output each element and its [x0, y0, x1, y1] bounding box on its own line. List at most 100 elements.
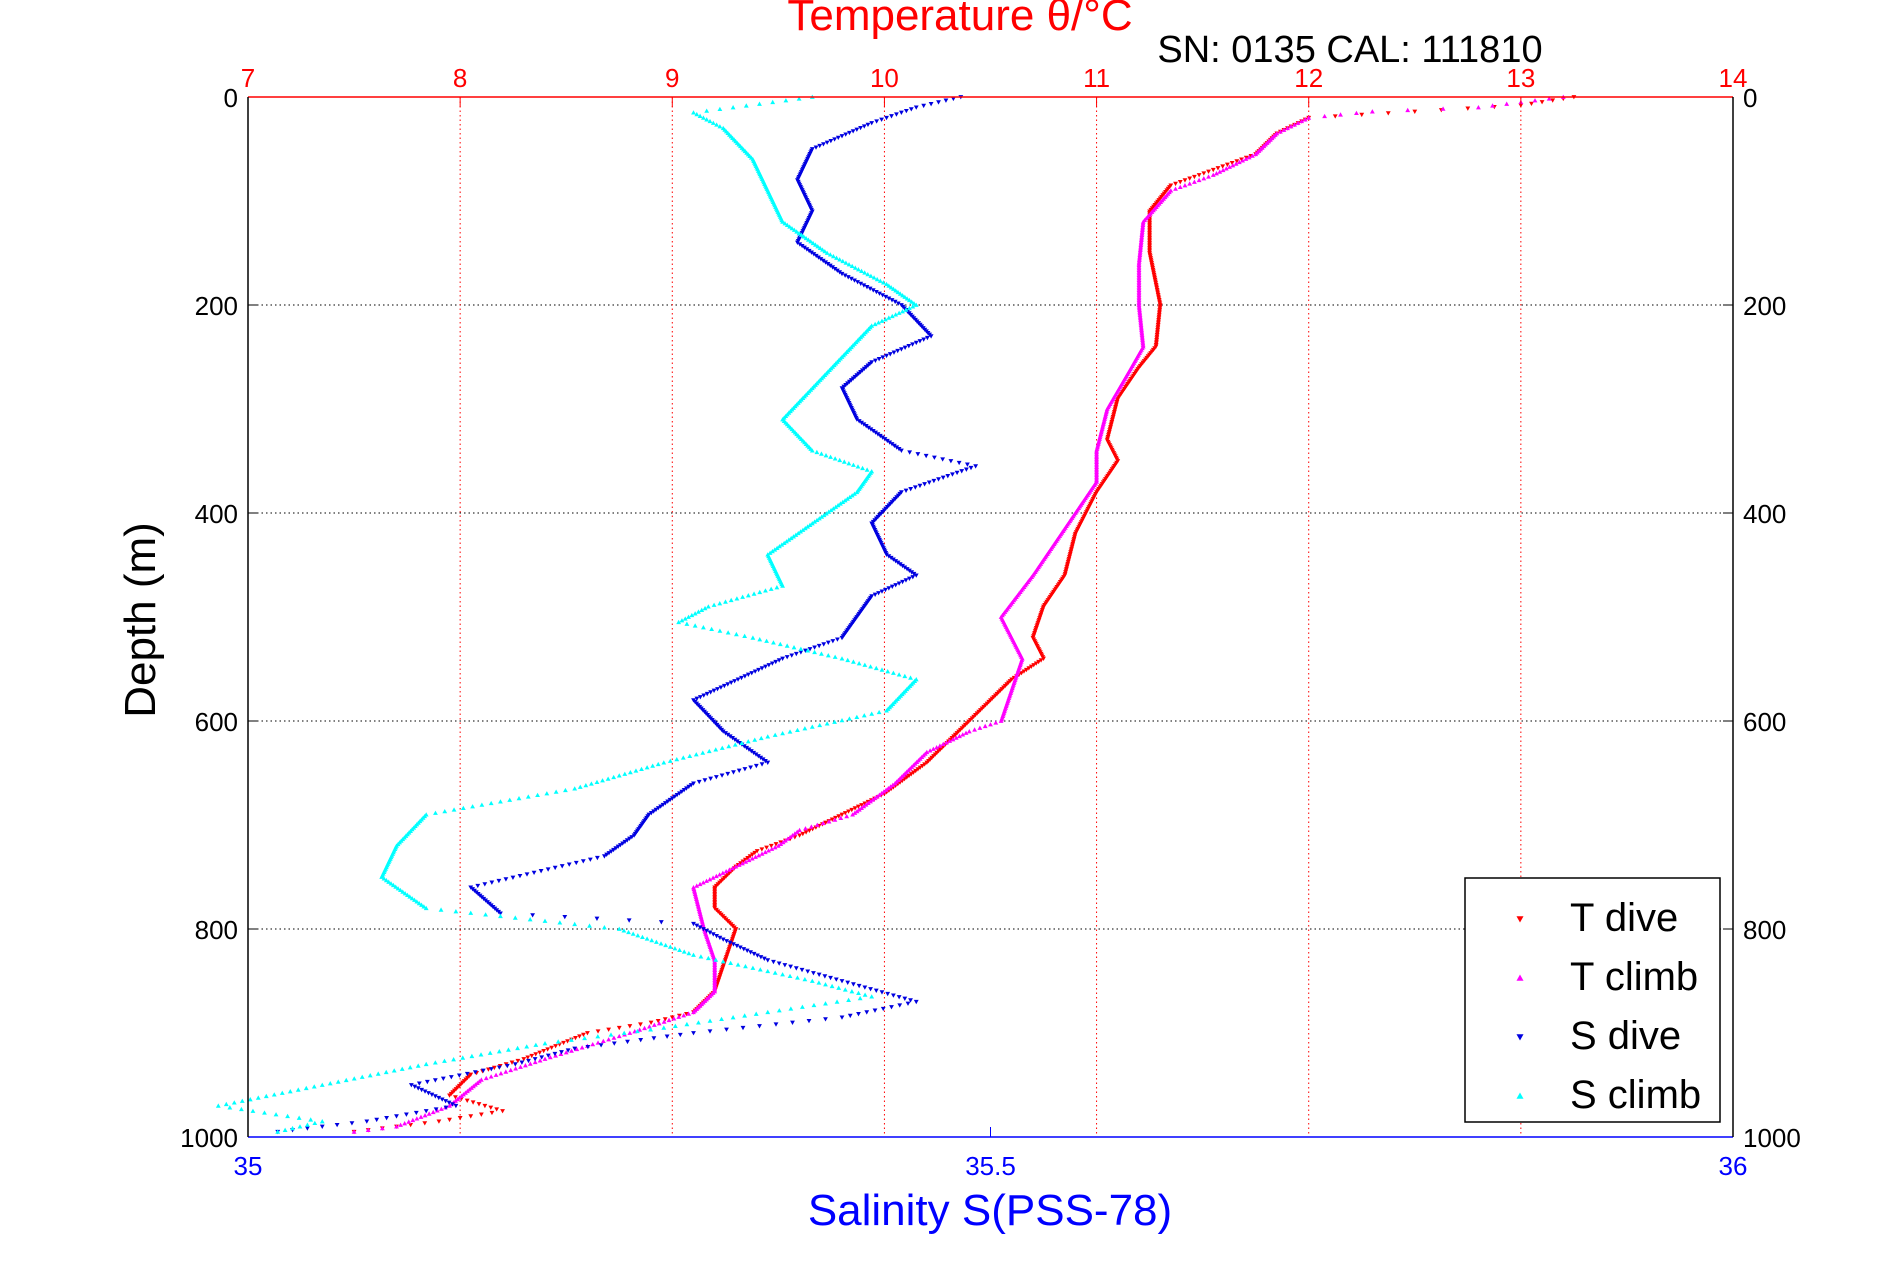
data-point-s-dive [828, 975, 833, 981]
data-point-s-dive [780, 656, 785, 661]
data-point-s-climb [732, 742, 738, 747]
data-point-s-dive [717, 935, 723, 941]
data-point-s-climb [379, 874, 385, 879]
data-point-s-dive [773, 659, 779, 665]
data-point-s-dive [885, 991, 891, 997]
data-point-s-climb [414, 899, 420, 904]
data-point-s-climb [808, 239, 814, 244]
data-point-s-dive [877, 433, 883, 439]
data-point-s-dive [888, 555, 894, 561]
data-point-s-climb [367, 1073, 373, 1078]
data-point-s-dive [453, 1103, 459, 1109]
data-point-s-climb [409, 895, 415, 901]
data-point-s-dive [839, 1015, 845, 1020]
data-point-s-climb [395, 886, 401, 891]
data-point-t-climb [1177, 184, 1183, 190]
data-point-s-climb [692, 623, 698, 628]
data-point-s-climb [640, 934, 645, 940]
data-point-s-climb [869, 711, 875, 716]
data-point-s-dive [823, 260, 828, 265]
data-point-t-climb [966, 729, 972, 734]
data-point-s-climb [483, 912, 488, 917]
data-point-s-dive [739, 675, 744, 681]
data-point-s-climb [784, 222, 790, 228]
data-point-s-climb [438, 907, 444, 912]
depth-tick-label-right: 1000 [1743, 1123, 1801, 1153]
data-point-t-climb [1236, 159, 1242, 165]
data-point-t-climb [1230, 163, 1236, 168]
data-point-t-climb [780, 839, 786, 845]
data-point-t-climb [398, 1122, 403, 1127]
data-point-s-dive [587, 857, 593, 862]
data-point-s-climb [527, 917, 533, 922]
data-point-s-climb [595, 1034, 601, 1039]
data-point-s-climb [780, 972, 785, 977]
data-point-s-climb [460, 1055, 466, 1060]
data-point-s-climb [758, 735, 764, 741]
data-point-s-dive [940, 457, 946, 462]
data-point-t-dive [754, 849, 760, 854]
data-point-s-dive [305, 1126, 310, 1131]
data-point-s-dive [732, 737, 738, 743]
data-point-t-climb [704, 878, 709, 883]
data-point-s-dive [744, 745, 750, 751]
data-point-s-dive [788, 964, 793, 969]
data-point-s-climb [800, 527, 806, 532]
data-point-t-climb [877, 792, 882, 797]
data-point-s-climb [909, 299, 915, 304]
data-point-s-dive [839, 979, 845, 984]
data-point-s-dive [931, 478, 937, 484]
data-point-s-climb [834, 999, 840, 1004]
data-point-s-climb [453, 909, 459, 914]
data-point-s-climb [817, 245, 823, 250]
data-point-s-dive [908, 998, 913, 1003]
data-point-s-dive [432, 1094, 438, 1099]
data-point-s-dive [943, 98, 949, 103]
data-point-t-dive [521, 1057, 527, 1062]
data-point-s-climb [734, 596, 740, 601]
data-point-t-climb [865, 800, 871, 806]
data-point-s-climb [784, 539, 789, 544]
data-point-t-climb [1476, 105, 1481, 110]
data-point-s-climb [828, 454, 833, 459]
data-point-t-climb [762, 849, 768, 855]
data-point-t-climb [1233, 161, 1239, 166]
data-point-s-dive [776, 658, 782, 663]
data-point-s-climb [639, 766, 644, 772]
data-point-s-dive [627, 836, 632, 841]
data-point-s-climb [813, 242, 818, 247]
data-point-s-climb [810, 240, 816, 246]
data-point-s-dive [948, 459, 954, 464]
data-point-s-climb [838, 501, 843, 506]
data-point-s-climb [515, 1045, 520, 1051]
data-point-t-climb [988, 722, 993, 727]
data-point-s-climb [809, 978, 815, 983]
data-point-t-dive [922, 762, 928, 767]
data-point-s-climb [694, 111, 700, 117]
data-point-s-climb [701, 625, 706, 630]
data-point-t-climb [681, 1013, 687, 1018]
data-point-s-climb [795, 975, 800, 980]
data-point-t-climb [503, 1069, 509, 1074]
data-point-t-dive [488, 1105, 494, 1110]
data-point-s-climb [390, 882, 396, 888]
data-point-s-climb [902, 294, 908, 299]
data-point-s-climb [460, 805, 466, 811]
data-point-t-climb [982, 723, 988, 729]
data-point-s-climb [900, 293, 905, 298]
data-point-s-dive [880, 355, 886, 360]
data-point-s-climb [842, 498, 848, 503]
data-point-s-climb [655, 761, 661, 767]
data-point-s-dive [839, 271, 845, 277]
data-point-t-climb [947, 738, 953, 743]
data-point-t-dive [917, 765, 923, 770]
data-point-s-dive [866, 425, 871, 431]
data-point-s-climb [626, 929, 631, 935]
data-point-s-dive [517, 873, 523, 879]
data-point-s-climb [779, 542, 785, 547]
data-point-s-climb [583, 782, 589, 788]
data-point-t-dive [468, 1114, 474, 1119]
data-point-t-climb [883, 787, 889, 792]
data-point-s-climb [855, 464, 861, 469]
data-point-t-dive [669, 1015, 675, 1020]
